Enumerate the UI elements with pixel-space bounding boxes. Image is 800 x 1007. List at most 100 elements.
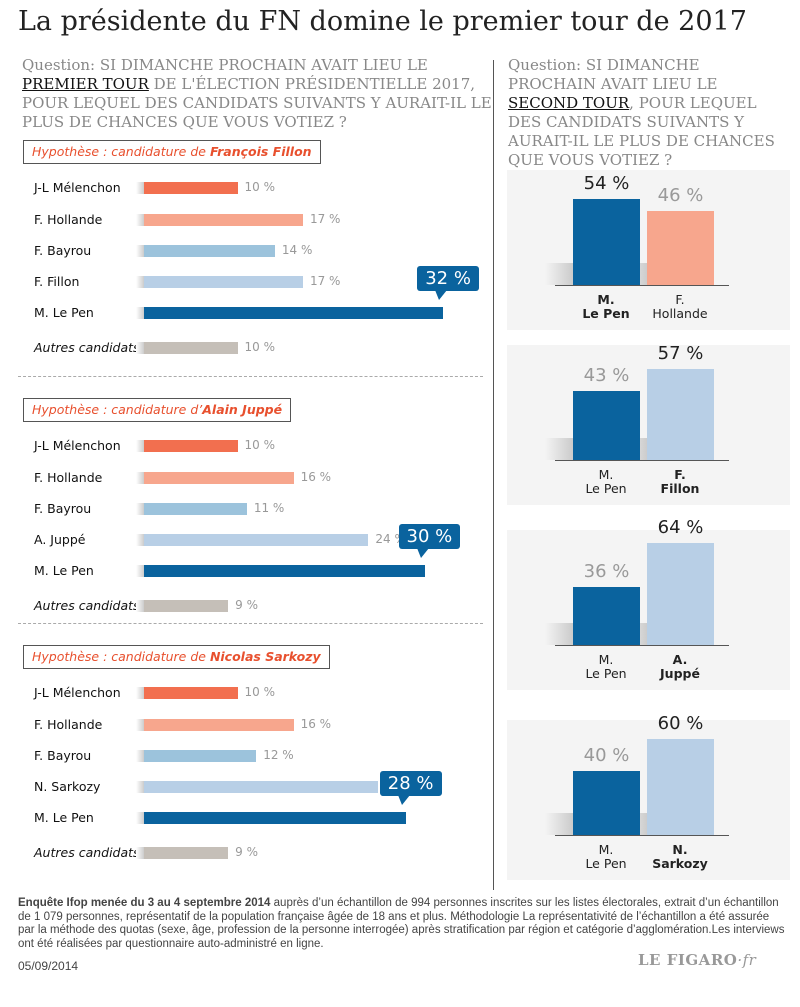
note-text: auprès d’un échantillon de 994 personnes… [18, 897, 785, 950]
candidate-label: F. Bayrou [34, 748, 92, 763]
candidate-name-line: Le Pen [585, 481, 627, 496]
candidate-label: M. Le Pen [34, 305, 94, 320]
value-label: 16 % [300, 717, 332, 731]
value-label: 17 % [309, 212, 341, 226]
duel-candidate: N. Sarkozy [635, 843, 725, 871]
bar-shadow [545, 623, 575, 645]
duel-baseline [555, 645, 729, 646]
bar-shadow [136, 472, 144, 484]
duel-value: 46 % [657, 185, 704, 207]
duel-candidate: M. Le Pen [561, 293, 651, 321]
duel-value: 40 % [583, 745, 630, 766]
duel-value: 60 % [657, 713, 704, 734]
duel-candidate: M. Le Pen [561, 653, 651, 681]
candidate-label: F. Hollande [34, 212, 103, 227]
bar [144, 534, 369, 546]
hypothesis-box: Hypothèse : candidature d’Alain Juppé [23, 398, 292, 422]
duel-candidate: F. Fillon [635, 468, 725, 496]
bar-shadow [136, 182, 144, 194]
hypothesis-box: Hypothèse : candidature de François Fill… [23, 140, 321, 164]
duel-candidate: M. Le Pen [561, 468, 651, 496]
value-label: 12 % [263, 748, 294, 762]
value-callout: 30 % [398, 524, 461, 558]
value-label: 11 % [253, 501, 285, 515]
bar-shadow [136, 687, 144, 699]
duel-bar [647, 211, 714, 285]
candidate-label: Autres candidats [34, 340, 140, 355]
bar [144, 565, 425, 577]
page-title: La présidente du FN domine le premier to… [18, 6, 747, 37]
bar [144, 342, 238, 354]
bar [144, 781, 378, 793]
hypothesis-candidate: Alain Juppé [202, 402, 283, 417]
bar [144, 719, 294, 731]
candidate-label: J-L Mélenchon [34, 438, 121, 453]
candidate-label: F. Hollande [34, 717, 103, 732]
methodology-note: Enquête Ifop menée du 3 au 4 septembre 2… [18, 897, 788, 951]
value-label: 17 % [309, 274, 341, 288]
bar [144, 812, 406, 824]
bar-shadow [136, 307, 144, 319]
bar [144, 503, 247, 515]
publication-date: 05/09/2014 [18, 959, 79, 973]
bar-shadow [136, 440, 144, 452]
bar-shadow [136, 503, 144, 515]
bar [144, 600, 229, 612]
hypothesis-candidate: Nicolas Sarkozy [209, 649, 321, 664]
candidate-label: J-L Mélenchon [34, 685, 121, 700]
candidate-label: J-L Mélenchon [34, 180, 121, 195]
hypothesis-candidate: François Fillon [209, 144, 312, 159]
candidate-name-line: M. [598, 842, 614, 857]
candidate-name-line: Hollande [652, 306, 708, 321]
bar-shadow [136, 276, 144, 288]
candidate-name-line: M. [598, 467, 614, 482]
bar [144, 847, 229, 859]
section-separator [18, 623, 483, 624]
candidate-label: A. Juppé [34, 532, 86, 547]
duel-bar [573, 391, 640, 460]
question-highlight: SECOND TOUR [508, 94, 630, 112]
candidate-label: F. Fillon [34, 274, 80, 289]
duel-candidate: M. Le Pen [561, 843, 651, 871]
bar-shadow [136, 214, 144, 226]
bar [144, 245, 275, 257]
candidate-name-line: M. [598, 652, 614, 667]
duel-candidate: F. Hollande [635, 293, 725, 321]
hypothesis-prefix: Hypothèse : candidature de [32, 649, 210, 664]
duel-bar [573, 771, 640, 835]
duel-value: 54 % [583, 172, 630, 194]
candidate-label: F. Bayrou [34, 243, 92, 258]
bar [144, 307, 444, 319]
bar-shadow [136, 534, 144, 546]
bar-shadow [136, 719, 144, 731]
candidate-name-line: N. [672, 842, 688, 857]
candidate-label: Autres candidats [34, 845, 140, 860]
value-label: 10 % [244, 180, 276, 194]
bar [144, 182, 238, 194]
value-label: 10 % [244, 685, 276, 699]
candidate-label: M. Le Pen [34, 563, 94, 578]
duel-bar [647, 368, 714, 460]
bar-shadow [136, 847, 144, 859]
hypothesis-box: Hypothèse : candidature de Nicolas Sarko… [23, 645, 330, 669]
candidate-label: N. Sarkozy [34, 779, 101, 794]
bar [144, 687, 238, 699]
candidate-name-line: M. [597, 292, 615, 307]
candidate-label: F. Bayrou [34, 501, 92, 516]
candidate-name-line: Le Pen [585, 666, 627, 681]
hypothesis-prefix: Hypothèse : candidature de [32, 144, 210, 159]
vertical-divider [493, 60, 494, 890]
candidate-name-line: A. [672, 652, 688, 667]
duel-value: 43 % [583, 365, 630, 387]
le-figaro-logo: LE FIGARO·fr [638, 951, 757, 969]
candidate-name-line: Le Pen [582, 306, 630, 321]
value-label: 10 % [244, 438, 276, 452]
section-separator [18, 376, 483, 377]
question-text: , POUR LEQUEL DES CANDIDATS SUIVANTS Y A… [508, 94, 775, 169]
bar-shadow [136, 750, 144, 762]
bar [144, 276, 303, 288]
bar-shadow [545, 263, 575, 285]
question-first-round: Question: SI DIMANCHE PROCHAIN AVAIT LIE… [22, 56, 492, 132]
candidate-label: M. Le Pen [34, 810, 94, 825]
